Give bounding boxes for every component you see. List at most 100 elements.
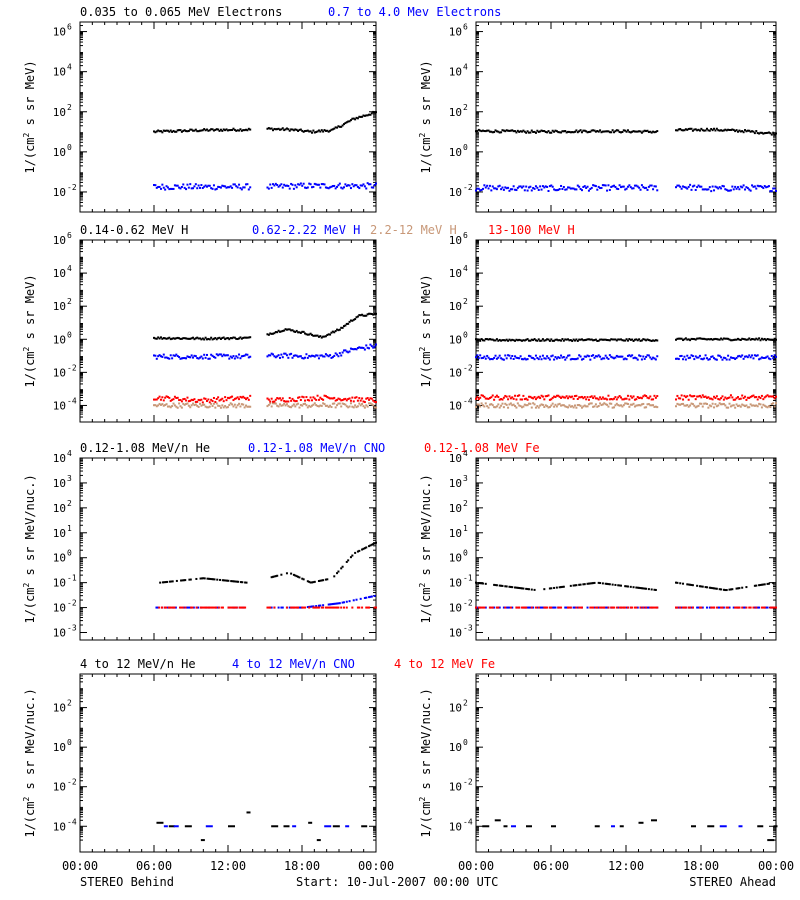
data-point <box>603 606 606 609</box>
data-point <box>596 355 599 358</box>
data-point <box>587 403 590 406</box>
data-point <box>526 130 529 133</box>
data-point <box>228 129 231 132</box>
data-point <box>755 584 758 587</box>
data-point <box>172 337 175 340</box>
data-point <box>487 406 490 409</box>
data-point <box>732 398 735 401</box>
data-point <box>653 588 656 591</box>
data-point <box>586 582 589 585</box>
data-point <box>522 339 525 342</box>
data-point <box>494 395 497 398</box>
data-point <box>558 402 561 405</box>
data-point <box>298 183 301 186</box>
data-point <box>222 128 225 131</box>
data-point <box>738 606 741 609</box>
data-point <box>283 400 286 403</box>
data-point <box>522 129 525 132</box>
data-point <box>597 606 600 609</box>
data-point <box>731 185 734 188</box>
data-point <box>572 584 575 587</box>
data-point <box>755 130 758 133</box>
data-point <box>775 338 777 341</box>
data-point <box>530 396 533 399</box>
data-point <box>640 606 643 609</box>
data-point <box>270 576 273 579</box>
data-point <box>680 337 683 340</box>
data-point <box>192 129 195 132</box>
data-point <box>230 606 233 609</box>
data-point <box>562 339 565 342</box>
data-point <box>373 606 376 609</box>
data-point <box>739 355 742 358</box>
data-point <box>741 606 744 609</box>
data-point <box>690 188 693 191</box>
data-point <box>707 825 715 828</box>
data-point <box>310 404 313 407</box>
data-point <box>477 338 480 341</box>
data-point <box>640 184 643 187</box>
data-point <box>500 339 503 342</box>
data-point <box>312 129 315 132</box>
data-point <box>215 606 218 609</box>
data-point <box>330 606 333 609</box>
data-point <box>601 338 604 341</box>
data-point <box>608 131 611 134</box>
data-point <box>530 406 533 409</box>
data-point <box>586 338 589 341</box>
data-point <box>550 355 553 358</box>
data-point <box>516 394 519 397</box>
y-tick-label: 10 <box>449 527 462 540</box>
data-point <box>742 404 745 407</box>
data-point <box>231 356 234 359</box>
y-tick-label: 10 <box>449 26 462 39</box>
data-point <box>618 184 621 187</box>
data-point <box>244 581 247 584</box>
data-point <box>247 356 250 359</box>
data-point <box>245 404 248 407</box>
data-point <box>498 398 501 401</box>
data-point <box>596 130 599 133</box>
data-point <box>683 186 686 189</box>
y-tick-label: 10 <box>53 502 66 515</box>
data-point <box>601 582 604 585</box>
data-point <box>628 130 631 133</box>
data-point <box>547 394 550 397</box>
y-tick-label: 10 <box>449 399 462 412</box>
data-point <box>766 606 769 609</box>
data-point <box>244 606 247 609</box>
data-point <box>327 130 330 133</box>
data-point <box>484 606 487 609</box>
data-point <box>697 337 700 340</box>
data-point <box>209 606 212 609</box>
data-point <box>184 825 192 828</box>
data-point <box>578 354 581 357</box>
data-point <box>224 396 227 399</box>
data-point <box>272 353 275 356</box>
data-point <box>551 606 554 609</box>
data-point <box>770 395 773 398</box>
data-point <box>344 403 347 406</box>
data-point <box>736 396 739 399</box>
data-point <box>304 130 307 133</box>
data-point <box>770 606 773 609</box>
data-point <box>573 358 576 361</box>
data-point <box>500 131 503 134</box>
data-point <box>677 337 680 340</box>
legend-entry-row3-1: 0.12-1.08 MeV/n CNO <box>248 441 385 455</box>
y-tick-exponent: 0 <box>67 738 72 747</box>
data-point <box>749 189 752 192</box>
data-point <box>753 396 756 399</box>
data-point <box>246 336 249 339</box>
data-point <box>705 127 708 130</box>
data-point <box>633 130 636 133</box>
data-point <box>775 402 777 405</box>
data-point <box>158 354 161 357</box>
data-point <box>649 404 652 407</box>
data-point <box>490 338 493 341</box>
data-point <box>708 129 711 132</box>
data-point <box>369 402 372 405</box>
data-point <box>625 606 628 609</box>
data-point <box>775 355 777 358</box>
data-point <box>488 184 491 187</box>
